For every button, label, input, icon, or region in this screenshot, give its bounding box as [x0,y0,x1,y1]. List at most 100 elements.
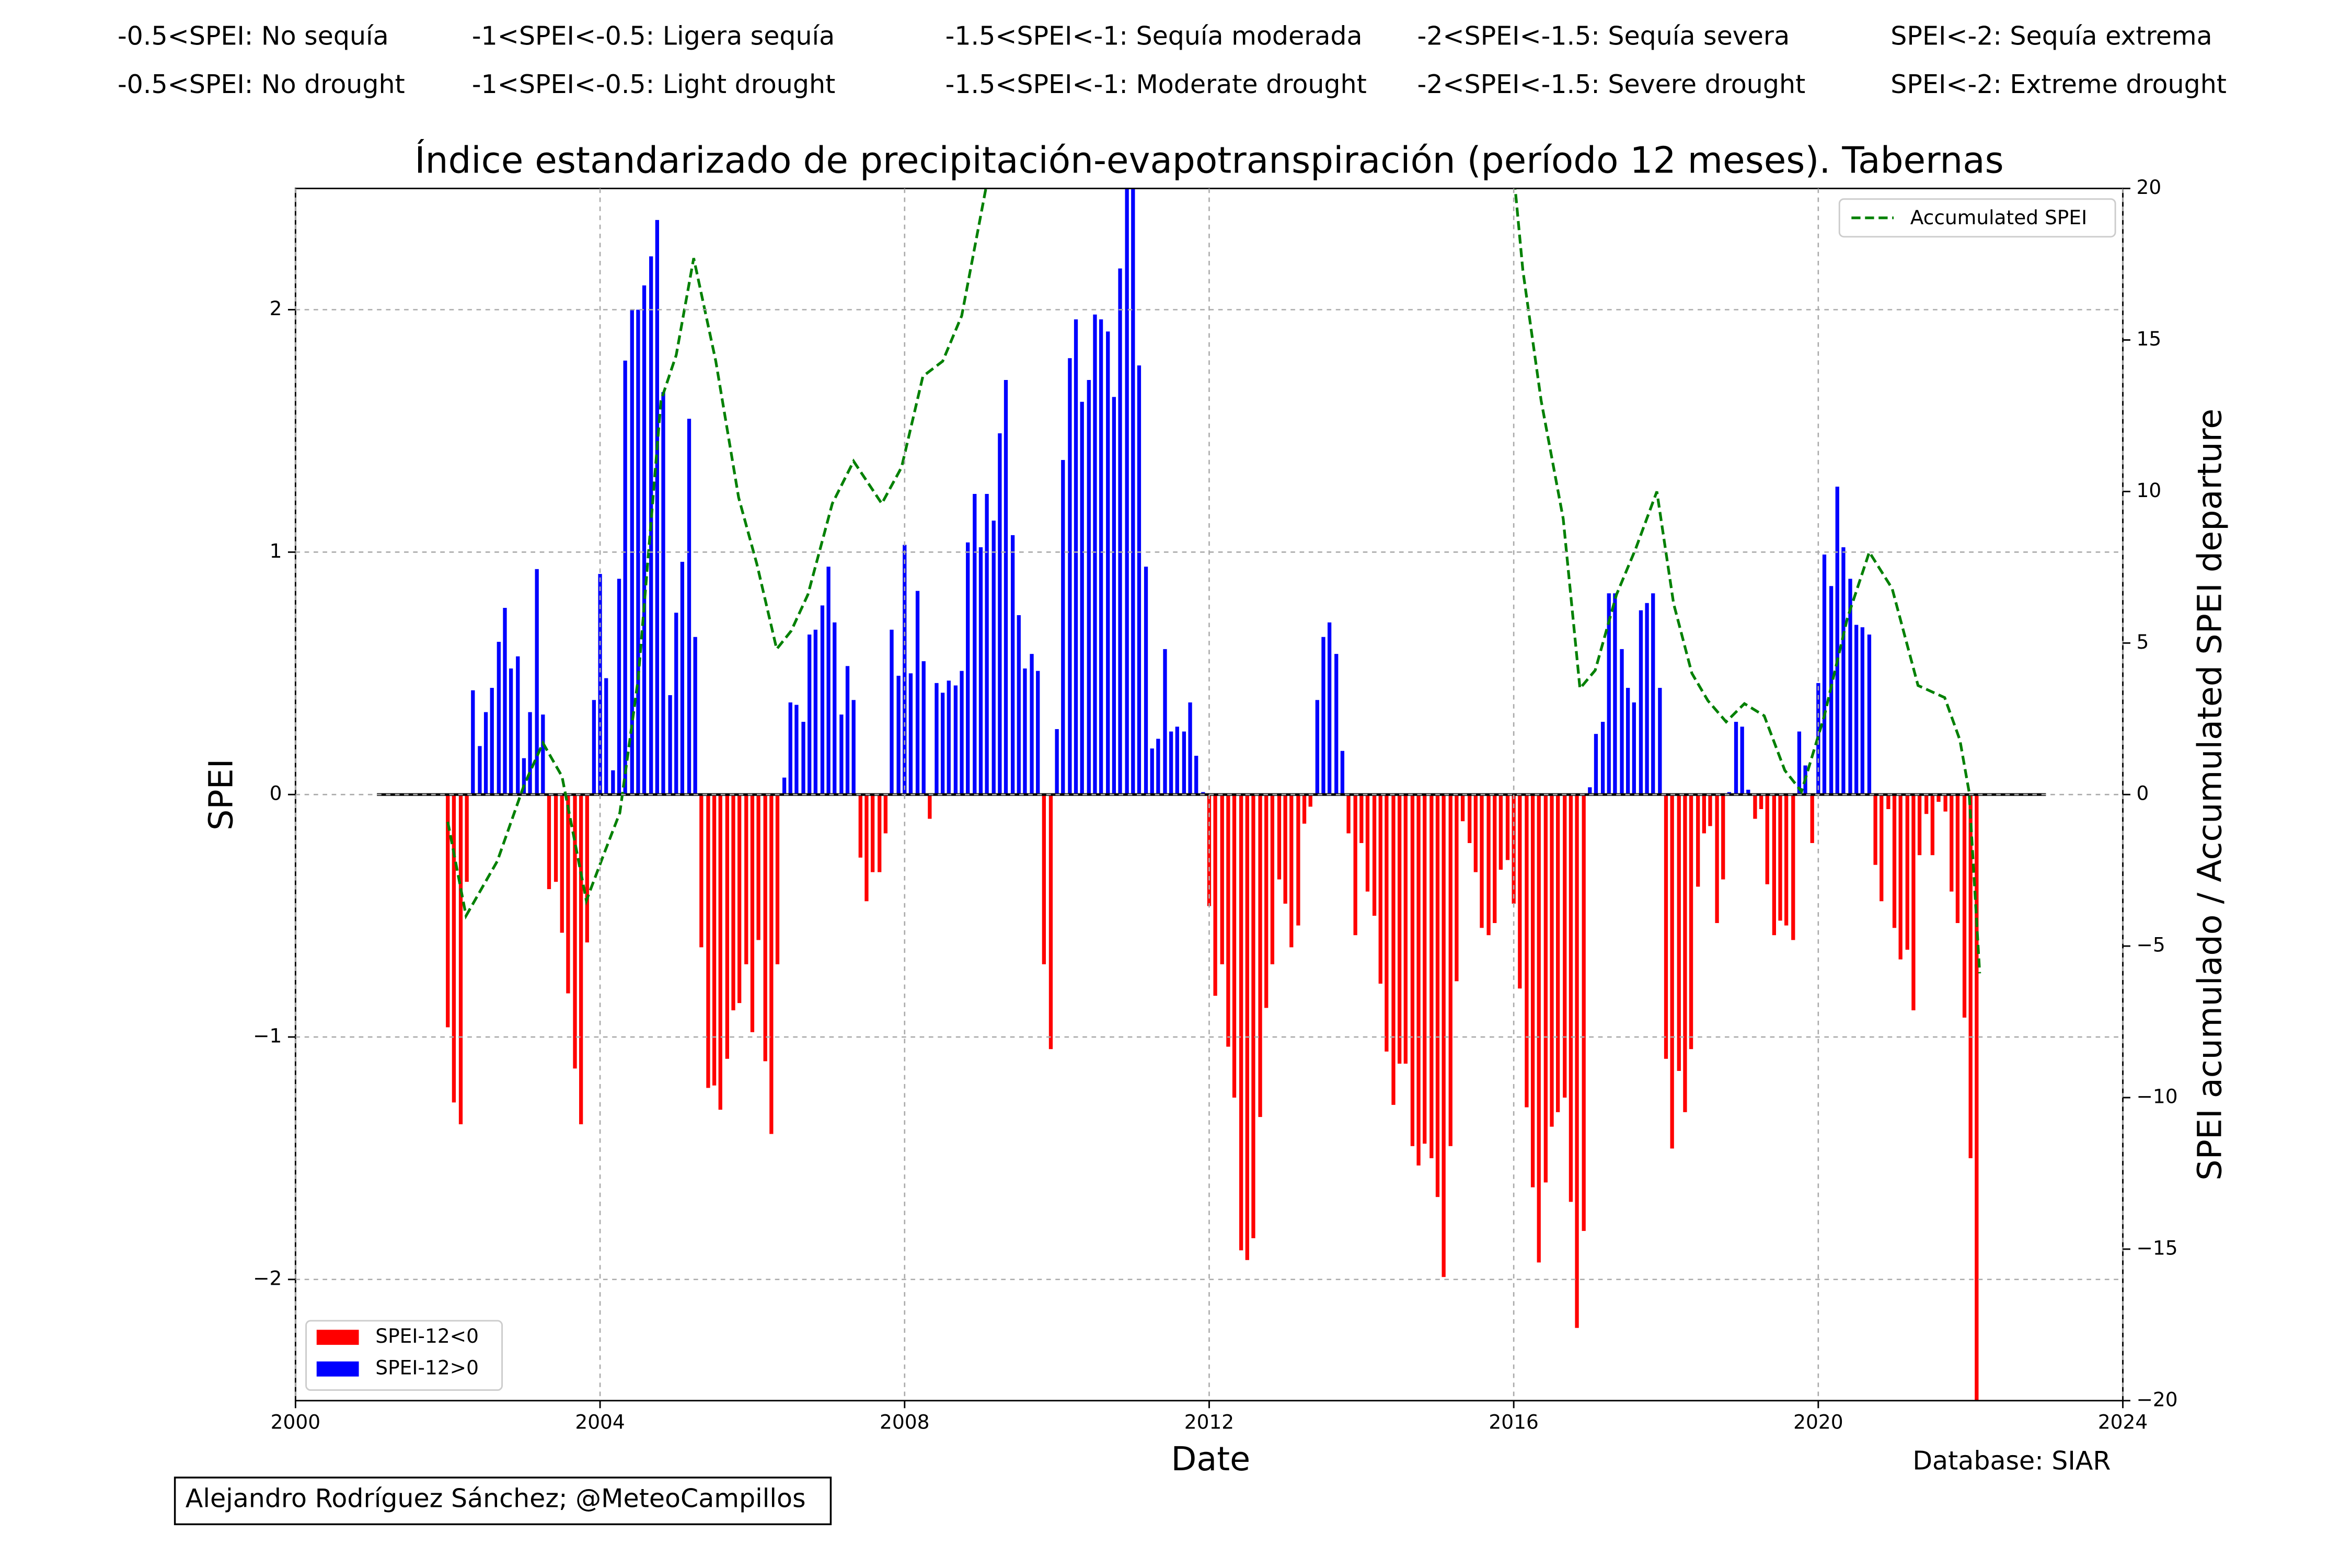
bar [1498,794,1503,870]
bar [1658,688,1662,795]
bar [1125,188,1129,795]
y2-tick-label: 15 [2137,327,2162,350]
bar [1664,794,1668,1059]
y-tick-label: 0 [270,782,282,805]
bar [1550,794,1554,1127]
drought-class-label: SPEI<-2: Sequía extrema [1890,21,2212,51]
bar [1493,794,1497,924]
bar [1848,579,1852,795]
bar [1194,755,1198,795]
bar [1784,794,1789,926]
bar [522,758,526,795]
bar [598,574,602,795]
drought-class-label: -1.5<SPEI<-1: Sequía moderada [946,21,1363,51]
bar [782,777,787,795]
bar [1898,794,1903,960]
bar [801,722,805,795]
bar [833,622,837,795]
bar [896,675,901,795]
bar [1080,401,1084,795]
bar [725,794,729,1059]
bar [1391,794,1396,1105]
bar [674,613,678,795]
bar [1074,319,1078,795]
bar [718,794,722,1110]
bar [712,794,717,1086]
bar [1220,794,1224,964]
bar [1327,622,1332,795]
bar [1416,794,1421,1166]
bar [1048,794,1053,1050]
bar [737,794,742,1004]
bar [1175,727,1179,795]
bar [966,542,970,795]
bar [1289,794,1294,948]
bar [560,794,564,933]
y2-tick-label: −10 [2137,1085,2178,1108]
x-tick-label: 2024 [2098,1411,2148,1434]
bar [1721,794,1725,880]
bar [1087,380,1091,795]
bar [750,794,755,1032]
bar [1582,794,1586,1231]
bar [1880,794,1884,902]
bar [1854,625,1859,795]
bar [1670,794,1674,1149]
bar [1683,794,1687,1112]
bar [1626,688,1630,795]
bar [623,360,627,795]
bar [985,494,989,795]
bar [960,671,964,795]
bar [1448,794,1452,1146]
bar [1334,654,1339,795]
bar [813,629,817,795]
bar [1943,794,1947,812]
bar [1543,794,1548,1183]
bar [851,700,856,795]
y-tick-label: −1 [253,1024,282,1047]
bar [935,683,939,795]
bar [1594,734,1598,795]
bar [826,567,831,795]
bar [1346,794,1351,834]
bar [1677,794,1681,1071]
bar [1600,722,1605,795]
bar [1093,314,1097,795]
bar [1385,794,1389,1052]
bar [1778,794,1782,921]
bar [1340,751,1345,795]
bar [1556,794,1560,1112]
bar [1468,794,1472,843]
bar [1936,794,1941,802]
bar [1042,794,1046,964]
bar [1607,593,1611,795]
bar [1734,722,1738,795]
y2-tick-label: −5 [2137,933,2165,956]
bar [535,569,539,795]
bar [1955,794,1960,924]
bar [1435,794,1440,1197]
bar [1188,702,1192,795]
bar [1759,794,1763,810]
bar [1537,794,1541,1263]
bar [788,702,792,795]
bar [1359,794,1364,843]
bar [947,681,951,795]
bar [890,629,894,795]
bar [1378,794,1382,984]
bar [1518,794,1522,989]
bar [1530,794,1535,1187]
bar [1270,794,1275,964]
y2-axis-label: SPEI acumulado / Accumulated SPEI depart… [2190,409,2229,1181]
bar [1588,787,1592,795]
bar [756,794,760,940]
bar [680,561,685,795]
bar [1017,615,1021,795]
drought-class-label: -0.5<SPEI: No drought [118,69,405,99]
bar [458,794,463,1125]
bar [1740,727,1744,795]
bar [1930,794,1934,856]
bar [699,794,704,948]
bar [642,285,647,795]
